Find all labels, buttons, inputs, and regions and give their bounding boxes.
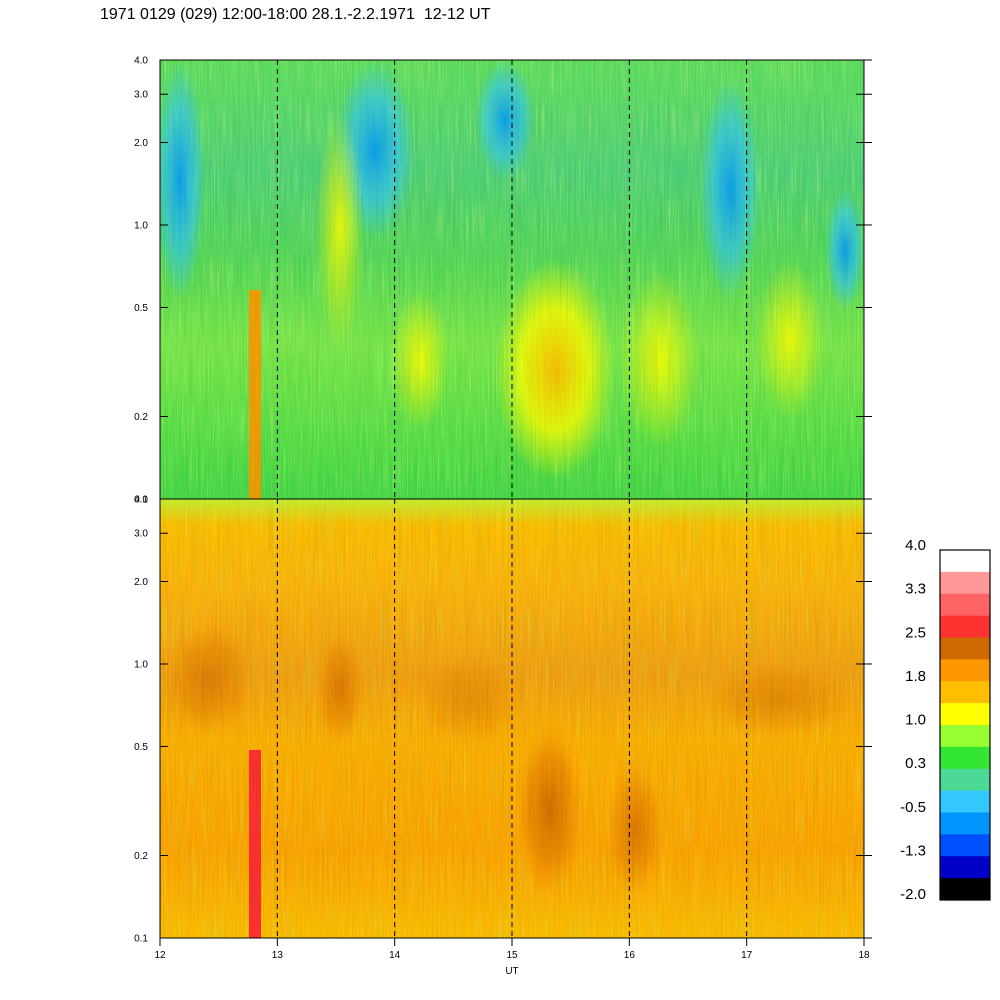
y-tick-label: 0.1 — [134, 934, 148, 945]
colorbar-swatch — [940, 703, 990, 726]
x-tick-label: 16 — [624, 950, 636, 961]
colorbar-label: 1.8 — [905, 668, 926, 685]
dashed-vertical-lines — [276, 60, 748, 938]
colorbar-label: -1.3 — [900, 842, 926, 859]
spectrogram-panel-top — [160, 60, 864, 499]
colorbar-swatch — [940, 571, 990, 595]
y-axis-ticks: 0.10.20.51.02.03.04.00.10.20.51.02.03.04… — [134, 56, 872, 945]
x-tick-label: 18 — [858, 950, 870, 961]
colorbar-swatch — [940, 812, 990, 835]
y-tick-label: 1.0 — [134, 659, 148, 670]
y-tick-label: 3.0 — [134, 90, 148, 101]
colorbar-label: 0.3 — [905, 755, 926, 772]
y-tick-label: 0.5 — [134, 303, 148, 314]
y-tick-label: 1.0 — [134, 220, 148, 231]
colorbar-label: 2.5 — [905, 624, 926, 641]
colorbar-swatch — [940, 834, 990, 857]
x-tick-label: 12 — [154, 950, 166, 961]
x-axis-ticks: 12 13 14 15 16 17 18 — [154, 938, 870, 961]
y-tick-label: 0.2 — [134, 412, 148, 423]
y-tick-label: 2.0 — [134, 577, 148, 588]
colorbar-swatch — [940, 768, 990, 792]
x-tick-label: 17 — [741, 950, 753, 961]
y-tick-label: 4.0 — [134, 56, 148, 67]
colorbar-label: 4.0 — [905, 537, 926, 554]
page-title: 1971 0129 (029) 12:00-18:00 28.1.-2.2.19… — [100, 6, 491, 23]
colorbar-label: 1.0 — [905, 712, 926, 729]
x-tick-label: 13 — [272, 950, 284, 961]
colorbar-swatch — [940, 550, 990, 573]
colorbar-label: 3.3 — [905, 581, 926, 598]
colorbar-swatch — [940, 637, 990, 660]
x-tick-label: 14 — [389, 950, 401, 961]
x-axis-label: UT — [505, 966, 518, 977]
colorbar-swatch — [940, 856, 990, 879]
colorbar-swatch — [940, 681, 990, 704]
colorbar-swatch — [940, 593, 990, 617]
colorbar-swatch — [940, 615, 990, 638]
colorbar-swatch — [940, 725, 990, 748]
colorbar: 4.0 3.3 2.5 1.8 1.0 0.3 -0.5 -1.3 -2.0 — [900, 537, 991, 903]
y-tick-label: 0.5 — [134, 742, 148, 753]
y-tick-label: 2.0 — [134, 138, 148, 149]
y-tick-label: 0.2 — [134, 851, 148, 862]
colorbar-label: -0.5 — [900, 799, 926, 816]
colorbar-swatch — [940, 746, 990, 770]
y-tick-label: 0.1 — [134, 495, 148, 506]
colorbar-frame — [939, 549, 991, 901]
colorbar-swatch — [940, 790, 990, 813]
y-tick-label: 4.0 — [134, 495, 148, 506]
y-tick-label: 3.0 — [134, 529, 148, 540]
x-tick-label: 15 — [506, 950, 518, 961]
colorbar-swatch — [940, 659, 990, 682]
colorbar-swatch — [940, 878, 990, 901]
colorbar-label: -2.0 — [900, 886, 926, 903]
